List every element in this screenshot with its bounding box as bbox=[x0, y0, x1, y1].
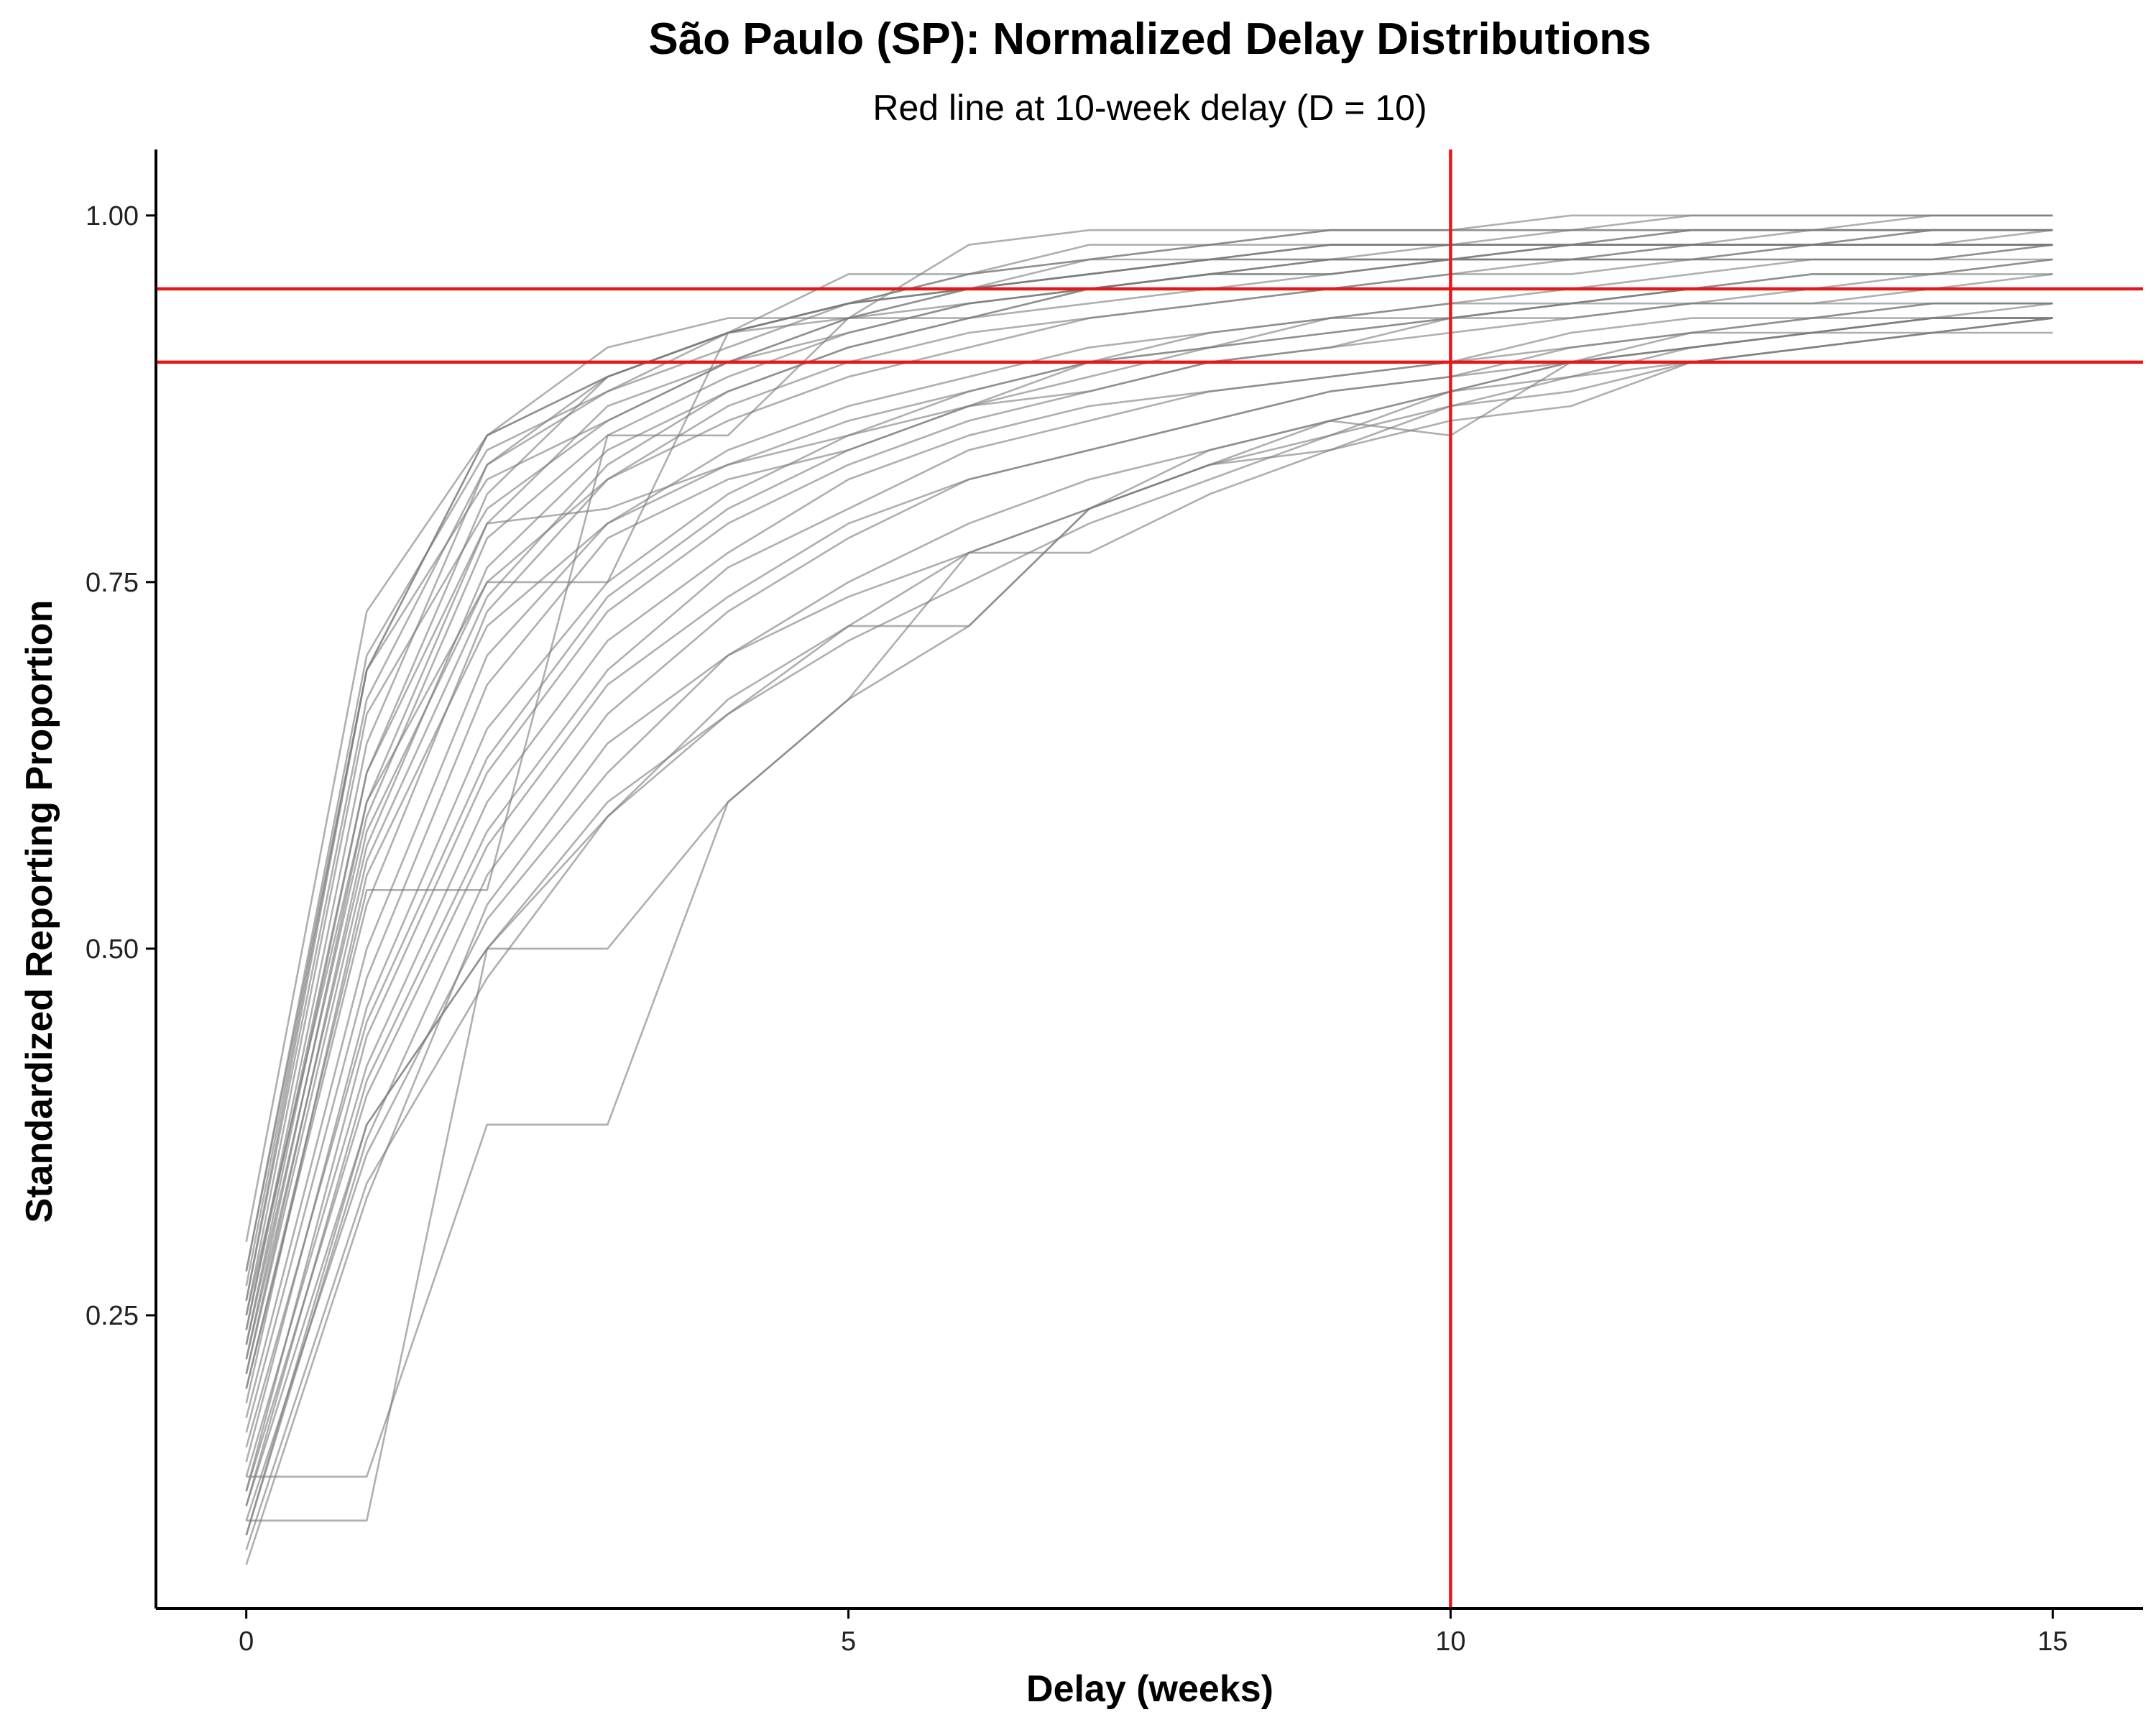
series-line-32 bbox=[245, 302, 2053, 1506]
series-line-35 bbox=[245, 229, 2053, 1374]
chart-subtitle: Red line at 10-week delay (D = 10) bbox=[872, 88, 1427, 128]
reference-lines bbox=[156, 150, 2143, 1609]
series-line-33 bbox=[245, 317, 2053, 1536]
x-axis-title: Delay (weeks) bbox=[1026, 1668, 1273, 1710]
series-line-24 bbox=[245, 317, 2053, 1550]
series-line-34 bbox=[245, 214, 2053, 1301]
series-line-7 bbox=[245, 214, 2053, 1330]
chart-title: São Paulo (SP): Normalized Delay Distrib… bbox=[648, 14, 1651, 64]
x-tick-label: 10 bbox=[1435, 1627, 1465, 1657]
series-lines bbox=[245, 214, 2053, 1565]
y-tick-label: 0.50 bbox=[86, 934, 139, 965]
series-line-11 bbox=[245, 229, 2053, 1330]
series-line-28 bbox=[245, 244, 2053, 1389]
x-tick-label: 0 bbox=[239, 1627, 254, 1657]
y-tick-label: 0.75 bbox=[86, 568, 139, 598]
x-tick-label: 15 bbox=[2037, 1627, 2068, 1657]
series-line-31 bbox=[245, 288, 2053, 1492]
series-line-25 bbox=[245, 331, 2053, 1565]
series-line-27 bbox=[245, 258, 2053, 1419]
series-line-21 bbox=[245, 317, 2053, 1506]
y-axis-title: Standardized Reporting Proportion bbox=[19, 600, 60, 1223]
x-tick-label: 5 bbox=[841, 1627, 856, 1657]
y-tick-label: 1.00 bbox=[86, 201, 139, 231]
axis-ticks: 0 5 10 15 0.25 0.50 0.75 1.00 bbox=[86, 201, 2068, 1657]
y-tick-label: 0.25 bbox=[86, 1301, 139, 1331]
